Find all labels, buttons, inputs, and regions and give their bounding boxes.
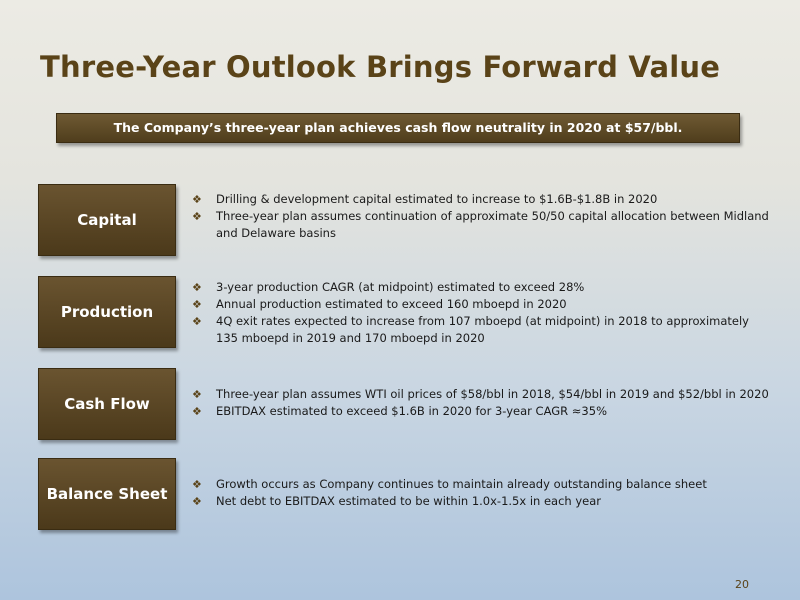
cash-flow-bullets: ❖ Three-year plan assumes WTI oil prices …	[190, 386, 790, 420]
diamond-bullet-icon: ❖	[192, 495, 202, 508]
balance-sheet-bullets: ❖ Growth occurs as Company continues to m…	[190, 476, 770, 510]
diamond-bullet-icon: ❖	[192, 281, 202, 294]
bullet-item: ❖ 4Q exit rates expected to increase from…	[192, 314, 749, 345]
category-production: Production	[38, 276, 176, 348]
page-number: 20	[735, 578, 749, 591]
category-capital: Capital	[38, 184, 176, 256]
diamond-bullet-icon: ❖	[192, 193, 202, 206]
diamond-bullet-icon: ❖	[192, 388, 202, 401]
diamond-bullet-icon: ❖	[192, 405, 202, 418]
bullet-item: ❖ 3-year production CAGR (at midpoint) es…	[192, 280, 585, 294]
capital-bullets: ❖ Drilling & development capital estimate…	[190, 191, 770, 242]
bullet-item: ❖ EBITDAX estimated to exceed $1.6B in 20…	[192, 404, 607, 418]
diamond-bullet-icon: ❖	[192, 315, 202, 328]
bullet-item: ❖ Annual production estimated to exceed 1…	[192, 297, 567, 311]
slide-title: Three-Year Outlook Brings Forward Value	[40, 50, 721, 84]
bullet-item: ❖ Net debt to EBITDAX estimated to be wit…	[192, 494, 602, 508]
category-balance-sheet: Balance Sheet	[38, 458, 176, 530]
category-cash-flow: Cash Flow	[38, 368, 176, 440]
summary-banner: The Company’s three-year plan achieves c…	[56, 113, 740, 143]
diamond-bullet-icon: ❖	[192, 298, 202, 311]
diamond-bullet-icon: ❖	[192, 478, 202, 491]
diamond-bullet-icon: ❖	[192, 210, 202, 223]
production-bullets: ❖ 3-year production CAGR (at midpoint) es…	[190, 279, 750, 347]
bullet-item: ❖ Three-year plan assumes continuation of…	[192, 209, 769, 240]
bullet-item: ❖ Three-year plan assumes WTI oil prices …	[192, 387, 769, 401]
bullet-item: ❖ Drilling & development capital estimate…	[192, 192, 658, 206]
bullet-item: ❖ Growth occurs as Company continues to m…	[192, 477, 707, 491]
